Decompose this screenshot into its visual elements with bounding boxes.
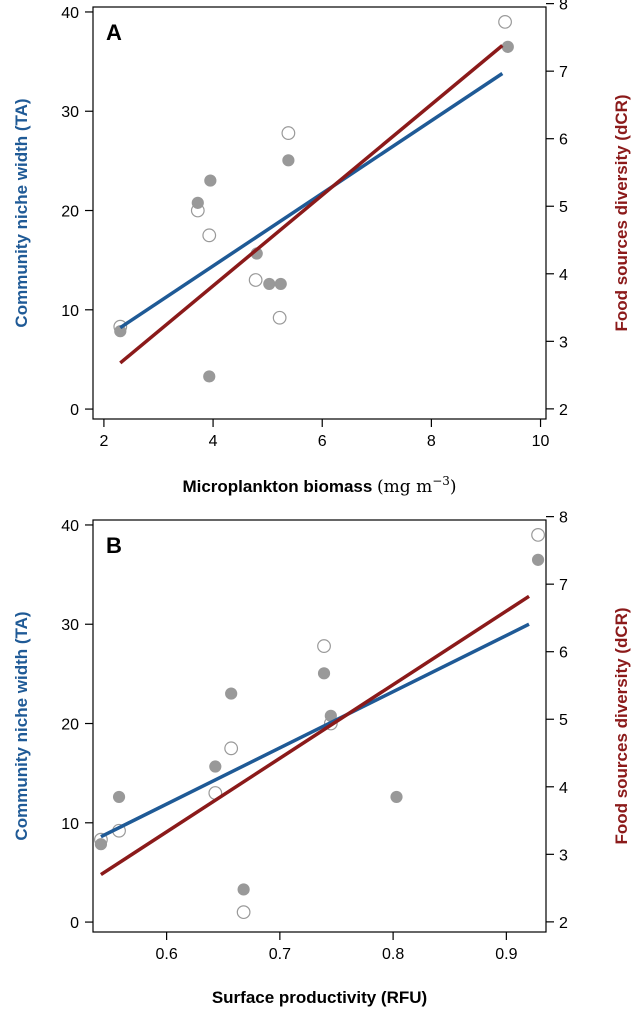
x-axis-title: Microplankton biomass (mg m−3)	[182, 474, 456, 497]
y-right-tick-label: 5	[559, 712, 568, 729]
panel-a: 2 4 6 8 10 0 10 20 30 40 2 3 4 5 6 7 8 A Microplankton bio…	[12, 0, 631, 497]
blue-fit-line	[100, 622, 530, 839]
x-axis-title-close: )	[450, 477, 457, 497]
y-left-tick-label: 30	[61, 617, 79, 634]
panel-label: B	[106, 533, 122, 558]
y-right-tick-label: 5	[559, 199, 568, 216]
x-tick-label: 2	[99, 433, 108, 450]
y-right-tick-label: 7	[559, 577, 568, 594]
x-axis-title-main: Surface productivity (RFU)	[212, 988, 427, 1007]
y-right-axis-title: Food sources diversity (dCR)	[612, 94, 631, 331]
red-fit-line	[99, 594, 530, 877]
open-point	[317, 639, 331, 653]
y-left-tick-label: 0	[70, 915, 79, 932]
y-left-axis-title: Community niche width (TA)	[12, 98, 31, 327]
open-point	[281, 126, 296, 140]
y-right-tick-label: 7	[559, 64, 568, 81]
y-left-tick-label: 20	[61, 717, 79, 734]
open-point	[202, 228, 217, 243]
filled-point	[225, 687, 238, 700]
y-right-tick-label: 3	[559, 847, 568, 864]
y-right-tick-label: 8	[559, 510, 568, 527]
filled-point	[317, 667, 331, 680]
y-right-tick-label: 3	[559, 334, 568, 351]
filled-point	[263, 277, 276, 291]
filled-point	[191, 196, 204, 209]
y-right-tick-label: 6	[559, 132, 568, 149]
open-point	[531, 527, 545, 542]
open-point	[224, 741, 239, 756]
y-right-tick-label: 4	[559, 267, 568, 284]
y-left-tick-label: 40	[61, 518, 79, 535]
filled-point	[282, 154, 295, 167]
filled-point	[204, 174, 217, 187]
plot-frame	[92, 519, 547, 933]
x-tick-label: 4	[209, 433, 218, 450]
y-right-tick-label: 6	[559, 645, 568, 662]
y-left-tick-label: 0	[70, 402, 79, 419]
x-tick-label: 0.9	[495, 946, 517, 963]
y-left-tick-label: 20	[61, 204, 79, 221]
filled-point	[274, 277, 287, 291]
y-right-tick-label: 2	[559, 402, 568, 419]
blue-fit-line	[119, 72, 504, 330]
filled-point	[390, 790, 403, 804]
x-tick-label: 10	[532, 433, 550, 450]
open-point	[236, 905, 251, 920]
x-axis-title-main: Microplankton biomass	[182, 477, 377, 496]
filled-point	[209, 760, 222, 773]
x-tick-label: 0.6	[155, 946, 177, 963]
y-left-tick-label: 10	[61, 816, 79, 833]
filled-point	[112, 790, 126, 804]
open-point	[498, 14, 512, 29]
filled-point	[237, 883, 250, 896]
filled-point	[94, 838, 108, 851]
filled-point	[203, 370, 216, 383]
y-left-axis-title: Community niche width (TA)	[12, 611, 31, 840]
y-left-tick-label: 30	[61, 104, 79, 121]
x-tick-label: 8	[427, 433, 436, 450]
x-axis-title: Surface productivity (RFU)	[212, 988, 427, 1007]
open-point	[272, 310, 287, 325]
x-tick-label: 6	[318, 433, 327, 450]
filled-point	[501, 40, 514, 53]
panel-b: 0.6 0.7 0.8 0.9 0 10 20 30 40 2 3 4 5 6 7 8 B Surface pro…	[12, 510, 631, 1007]
y-right-tick-label: 2	[559, 915, 568, 932]
y-right-axis-title: Food sources diversity (dCR)	[612, 607, 631, 844]
x-axis-title-sup: −3	[432, 474, 450, 488]
x-tick-label: 0.8	[382, 946, 404, 963]
y-right-tick-label: 4	[559, 780, 568, 797]
y-right-tick-label: 8	[559, 0, 568, 14]
plot-frame	[92, 6, 547, 420]
panel-label: A	[106, 20, 122, 45]
y-left-tick-label: 40	[61, 5, 79, 22]
open-point	[248, 273, 263, 287]
x-axis-title-units: (mg m	[377, 477, 432, 497]
y-left-tick-label: 10	[61, 303, 79, 320]
x-tick-label: 0.7	[269, 946, 291, 963]
red-fit-line	[119, 44, 504, 365]
filled-point	[531, 553, 545, 566]
